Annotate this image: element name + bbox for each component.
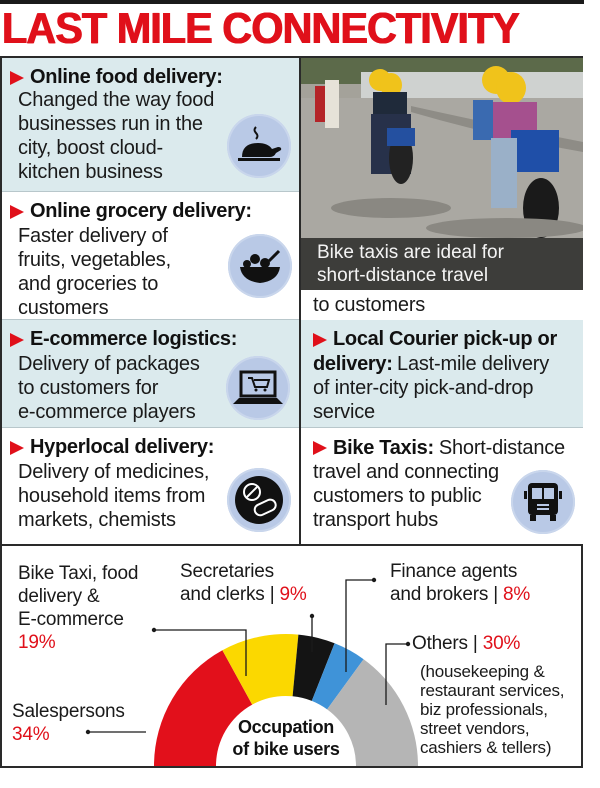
- panel-local-courier: Local Courier pick-up or delivery: Last-…: [301, 320, 583, 428]
- panel-bike-taxis: Bike Taxis: Short-distance travel and co…: [301, 428, 583, 544]
- photo-caption: Bike taxis are ideal for short-distance …: [301, 238, 583, 290]
- panel-heading-continued: delivery: Last-mile delivery: [313, 353, 550, 375]
- red-arrow-icon: [10, 440, 24, 455]
- panel-heading: E-commerce logistics:: [10, 328, 237, 351]
- roast-chicken-icon: [227, 114, 291, 178]
- panel-heading: Local Courier pick-up or: [313, 328, 557, 351]
- red-arrow-icon: [10, 70, 24, 85]
- segment-salespersons: [154, 650, 253, 766]
- panel-body: to customers: [313, 294, 426, 316]
- divider: [301, 427, 583, 428]
- label-others-detail: (housekeeping & restaurant services, biz…: [420, 662, 565, 757]
- semicircle-donut-chart: [85, 577, 418, 766]
- segment-bike-taxi: [222, 634, 299, 705]
- panel-body: Delivery of medicines, household items f…: [18, 461, 210, 531]
- page-title: LAST MILE CONNECTIVITY: [2, 4, 520, 53]
- segment-others: [327, 659, 418, 766]
- panel-heading: Bike Taxis: Short-distance: [313, 436, 565, 460]
- panel-continued-text: to customers: [301, 290, 583, 320]
- bike-taxi-photo: [301, 58, 583, 238]
- label-bike-taxi: Bike Taxi, food delivery & E-commerce 19…: [18, 563, 139, 653]
- panel-online-food-delivery: Online food delivery: Changed the way fo…: [2, 58, 299, 192]
- occupation-chart: Bike Taxi, food delivery & E-commerce 19…: [2, 546, 581, 766]
- panel-body: Delivery of packages to customers for e-…: [18, 353, 200, 423]
- bus-icon: [511, 470, 575, 534]
- red-arrow-icon: [313, 441, 327, 455]
- panel-body: travel and connecting customers to publi…: [313, 461, 499, 531]
- label-finance: Finance agents and brokers | 8%: [390, 561, 531, 605]
- label-salespersons: Salespersons 34%: [12, 701, 125, 745]
- section-divider: [2, 544, 581, 546]
- column-divider: [299, 58, 301, 544]
- panel-heading: Hyperlocal delivery:: [10, 436, 214, 459]
- divider: [2, 427, 299, 428]
- panel-ecommerce-logistics: E-commerce logistics: Delivery of packag…: [2, 320, 299, 428]
- panel-body: Faster delivery of fruits, vegetables, a…: [18, 225, 171, 319]
- segment-finance: [311, 643, 364, 710]
- red-arrow-icon: [10, 204, 24, 219]
- divider: [2, 191, 299, 192]
- laptop-cart-icon: [226, 356, 290, 420]
- label-secretaries: Secretaries and clerks | 9%: [180, 561, 307, 605]
- infographic-frame: Online food delivery: Changed the way fo…: [0, 56, 583, 768]
- pills-icon: [227, 468, 291, 532]
- panel-heading: Online food delivery:: [10, 66, 223, 89]
- segment-secretaries: [292, 634, 335, 701]
- panel-online-grocery-delivery: Online grocery delivery: Faster delivery…: [2, 192, 299, 320]
- red-arrow-icon: [313, 332, 327, 347]
- panel-hyperlocal-delivery: Hyperlocal delivery: Delivery of medicin…: [2, 428, 299, 544]
- top-rule: [0, 0, 584, 4]
- panel-heading: Online grocery delivery:: [10, 200, 252, 223]
- grocery-bowl-icon: [228, 234, 292, 298]
- label-others: Others | 30%: [412, 633, 521, 654]
- panel-body: Changed the way food businesses run in t…: [18, 89, 215, 183]
- panel-body: of inter-city pick-and-drop service: [313, 377, 534, 423]
- chart-center-title: Occupation of bike users: [232, 717, 340, 759]
- divider: [2, 319, 299, 320]
- red-arrow-icon: [10, 332, 24, 347]
